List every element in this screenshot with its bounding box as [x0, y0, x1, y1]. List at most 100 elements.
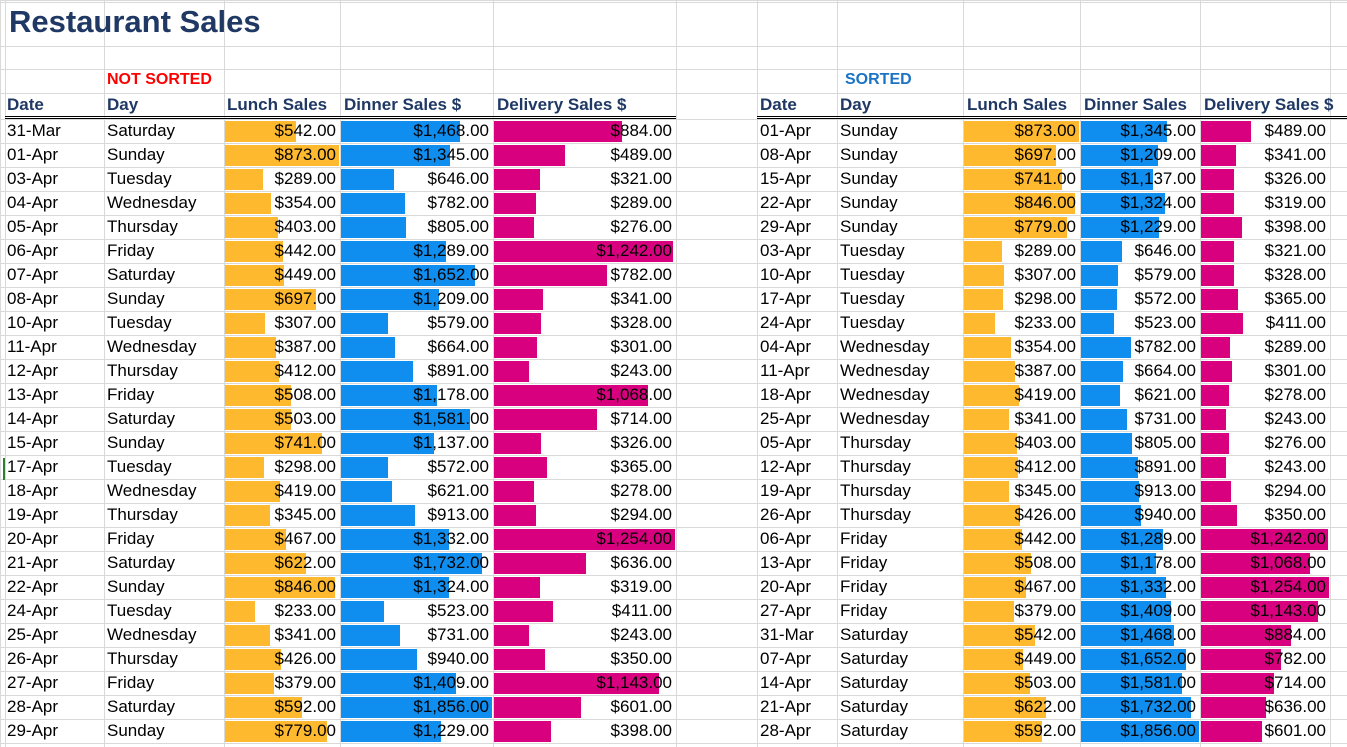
day-cell[interactable]: Friday: [840, 577, 888, 596]
lunch-sales-value[interactable]: $503.00: [274, 409, 336, 428]
table-row[interactable]: 17-Apr Tuesday $298.00 $572.00 $365.00: [0, 287, 1347, 311]
day-cell[interactable]: Tuesday: [107, 169, 172, 188]
lunch-sales-value[interactable]: $403.00: [274, 217, 336, 236]
lunch-sales-value[interactable]: $341.00: [1014, 409, 1076, 428]
delivery-sales-value[interactable]: $328.00: [610, 313, 672, 332]
delivery-sales-value[interactable]: $398.00: [1264, 217, 1326, 236]
lunch-sales-value[interactable]: $426.00: [1014, 505, 1076, 524]
dinner-sales-value[interactable]: $805.00: [427, 217, 489, 236]
lunch-sales-value[interactable]: $741.00: [274, 433, 336, 452]
day-cell[interactable]: Saturday: [107, 553, 176, 572]
day-cell[interactable]: Wednesday: [840, 385, 930, 404]
dinner-sales-value[interactable]: $891.00: [1134, 457, 1196, 476]
day-cell[interactable]: Thursday: [840, 457, 911, 476]
delivery-sales-value[interactable]: $884.00: [1264, 625, 1326, 644]
table-row[interactable]: 27-Apr Friday $379.00 $1,409.00 $1,143.00: [0, 599, 1347, 623]
table-row[interactable]: 29-Apr Sunday $779.00 $1,229.00 $398.00: [0, 719, 1347, 743]
dinner-sales-value[interactable]: $731.00: [1134, 409, 1196, 428]
lunch-sales-value[interactable]: $233.00: [1014, 313, 1076, 332]
table-row[interactable]: 20-Apr Friday $467.00 $1,332.00 $1,254.00: [0, 575, 1347, 599]
table-row[interactable]: 04-Apr Wednesday $354.00 $782.00 $289.00: [0, 191, 1347, 215]
delivery-sales-value[interactable]: $1,242.00: [1250, 529, 1326, 548]
table-row[interactable]: 21-Apr Saturday $622.00 $1,732.00 $636.00: [0, 551, 1347, 575]
day-cell[interactable]: Thursday: [840, 505, 911, 524]
delivery-sales-value[interactable]: $319.00: [610, 577, 672, 596]
date-cell[interactable]: 17-Apr: [7, 457, 59, 476]
dinner-sales-value[interactable]: $523.00: [1134, 313, 1196, 332]
date-cell[interactable]: 28-Apr: [760, 721, 812, 740]
dinner-sales-value[interactable]: $1,178.00: [1120, 553, 1196, 572]
header-day[interactable]: Day: [107, 95, 139, 114]
lunch-sales-value[interactable]: $508.00: [274, 385, 336, 404]
day-cell[interactable]: Saturday: [107, 409, 176, 428]
lunch-sales-value[interactable]: $412.00: [274, 361, 336, 380]
date-cell[interactable]: 03-Apr: [7, 169, 59, 188]
header-lunch-sales-sorted[interactable]: Lunch Sales: [967, 95, 1068, 114]
date-cell[interactable]: 06-Apr: [7, 241, 59, 260]
lunch-sales-value[interactable]: $233.00: [274, 601, 336, 620]
dinner-sales-value[interactable]: $1,324.00: [1120, 193, 1196, 212]
day-cell[interactable]: Wednesday: [107, 337, 197, 356]
date-cell[interactable]: 27-Apr: [760, 601, 812, 620]
day-cell[interactable]: Sunday: [107, 433, 165, 452]
day-cell[interactable]: Friday: [840, 601, 888, 620]
lunch-sales-value[interactable]: $846.00: [1014, 193, 1076, 212]
table-row[interactable]: 15-Apr Sunday $741.00 $1,137.00 $326.00: [0, 431, 1347, 455]
date-cell[interactable]: 26-Apr: [760, 505, 812, 524]
delivery-sales-value[interactable]: $1,254.00: [1250, 577, 1326, 596]
table-row[interactable]: 18-Apr Wednesday $419.00 $621.00 $278.00: [0, 383, 1347, 407]
day-cell[interactable]: Tuesday: [107, 457, 172, 476]
lunch-sales-value[interactable]: $345.00: [1014, 481, 1076, 500]
delivery-sales-value[interactable]: $278.00: [610, 481, 672, 500]
date-cell[interactable]: 05-Apr: [7, 217, 59, 236]
date-cell[interactable]: 04-Apr: [7, 193, 59, 212]
dinner-sales-value[interactable]: $1,409.00: [413, 673, 489, 692]
table-row[interactable]: 08-Apr Sunday $697.00 $1,209.00 $341.00: [0, 143, 1347, 167]
day-cell[interactable]: Friday: [840, 529, 888, 548]
delivery-sales-value[interactable]: $243.00: [1264, 409, 1326, 428]
date-cell[interactable]: 20-Apr: [760, 577, 812, 596]
lunch-sales-value[interactable]: $298.00: [274, 457, 336, 476]
date-cell[interactable]: 14-Apr: [7, 409, 59, 428]
table-row[interactable]: 24-Apr Tuesday $233.00 $523.00 $411.00: [0, 599, 1347, 623]
day-cell[interactable]: Saturday: [107, 265, 176, 284]
date-cell[interactable]: 19-Apr: [760, 481, 812, 500]
dinner-sales-value[interactable]: $664.00: [1134, 361, 1196, 380]
table-row[interactable]: 25-Apr Wednesday $341.00 $731.00 $243.00: [0, 623, 1347, 647]
dinner-sales-value[interactable]: $664.00: [427, 337, 489, 356]
date-cell[interactable]: 27-Apr: [7, 673, 59, 692]
date-cell[interactable]: 05-Apr: [760, 433, 812, 452]
date-cell[interactable]: 24-Apr: [7, 601, 59, 620]
date-cell[interactable]: 26-Apr: [7, 649, 59, 668]
delivery-sales-value[interactable]: $289.00: [1264, 337, 1326, 356]
table-row[interactable]: 21-Apr Saturday $622.00 $1,732.00 $636.00: [0, 695, 1347, 719]
date-cell[interactable]: 20-Apr: [7, 529, 59, 548]
lunch-sales-value[interactable]: $419.00: [1014, 385, 1076, 404]
lunch-sales-value[interactable]: $467.00: [1014, 577, 1076, 596]
date-cell[interactable]: 21-Apr: [760, 697, 812, 716]
delivery-sales-value[interactable]: $328.00: [1264, 265, 1326, 284]
lunch-sales-value[interactable]: $542.00: [274, 121, 336, 140]
lunch-sales-value[interactable]: $298.00: [1014, 289, 1076, 308]
table-row[interactable]: 08-Apr Sunday $697.00 $1,209.00 $341.00: [0, 287, 1347, 311]
day-cell[interactable]: Sunday: [840, 169, 898, 188]
day-cell[interactable]: Friday: [840, 553, 888, 572]
lunch-sales-value[interactable]: $379.00: [1014, 601, 1076, 620]
lunch-sales-value[interactable]: $289.00: [1014, 241, 1076, 260]
table-row[interactable]: 04-Apr Wednesday $354.00 $782.00 $289.00: [0, 335, 1347, 359]
table-row[interactable]: 10-Apr Tuesday $307.00 $579.00 $328.00: [0, 311, 1347, 335]
day-cell[interactable]: Tuesday: [840, 265, 905, 284]
lunch-sales-value[interactable]: $354.00: [1014, 337, 1076, 356]
lunch-sales-value[interactable]: $741.00: [1014, 169, 1076, 188]
delivery-sales-value[interactable]: $276.00: [1264, 433, 1326, 452]
day-cell[interactable]: Sunday: [840, 217, 898, 236]
dinner-sales-value[interactable]: $805.00: [1134, 433, 1196, 452]
day-cell[interactable]: Tuesday: [840, 289, 905, 308]
lunch-sales-value[interactable]: $622.00: [1014, 697, 1076, 716]
date-cell[interactable]: 08-Apr: [760, 145, 812, 164]
dinner-sales-value[interactable]: $1,178.00: [413, 385, 489, 404]
table-row[interactable]: 06-Apr Friday $442.00 $1,289.00 $1,242.00: [0, 239, 1347, 263]
dinner-sales-value[interactable]: $1,209.00: [1120, 145, 1196, 164]
lunch-sales-value[interactable]: $354.00: [274, 193, 336, 212]
date-cell[interactable]: 25-Apr: [760, 409, 812, 428]
